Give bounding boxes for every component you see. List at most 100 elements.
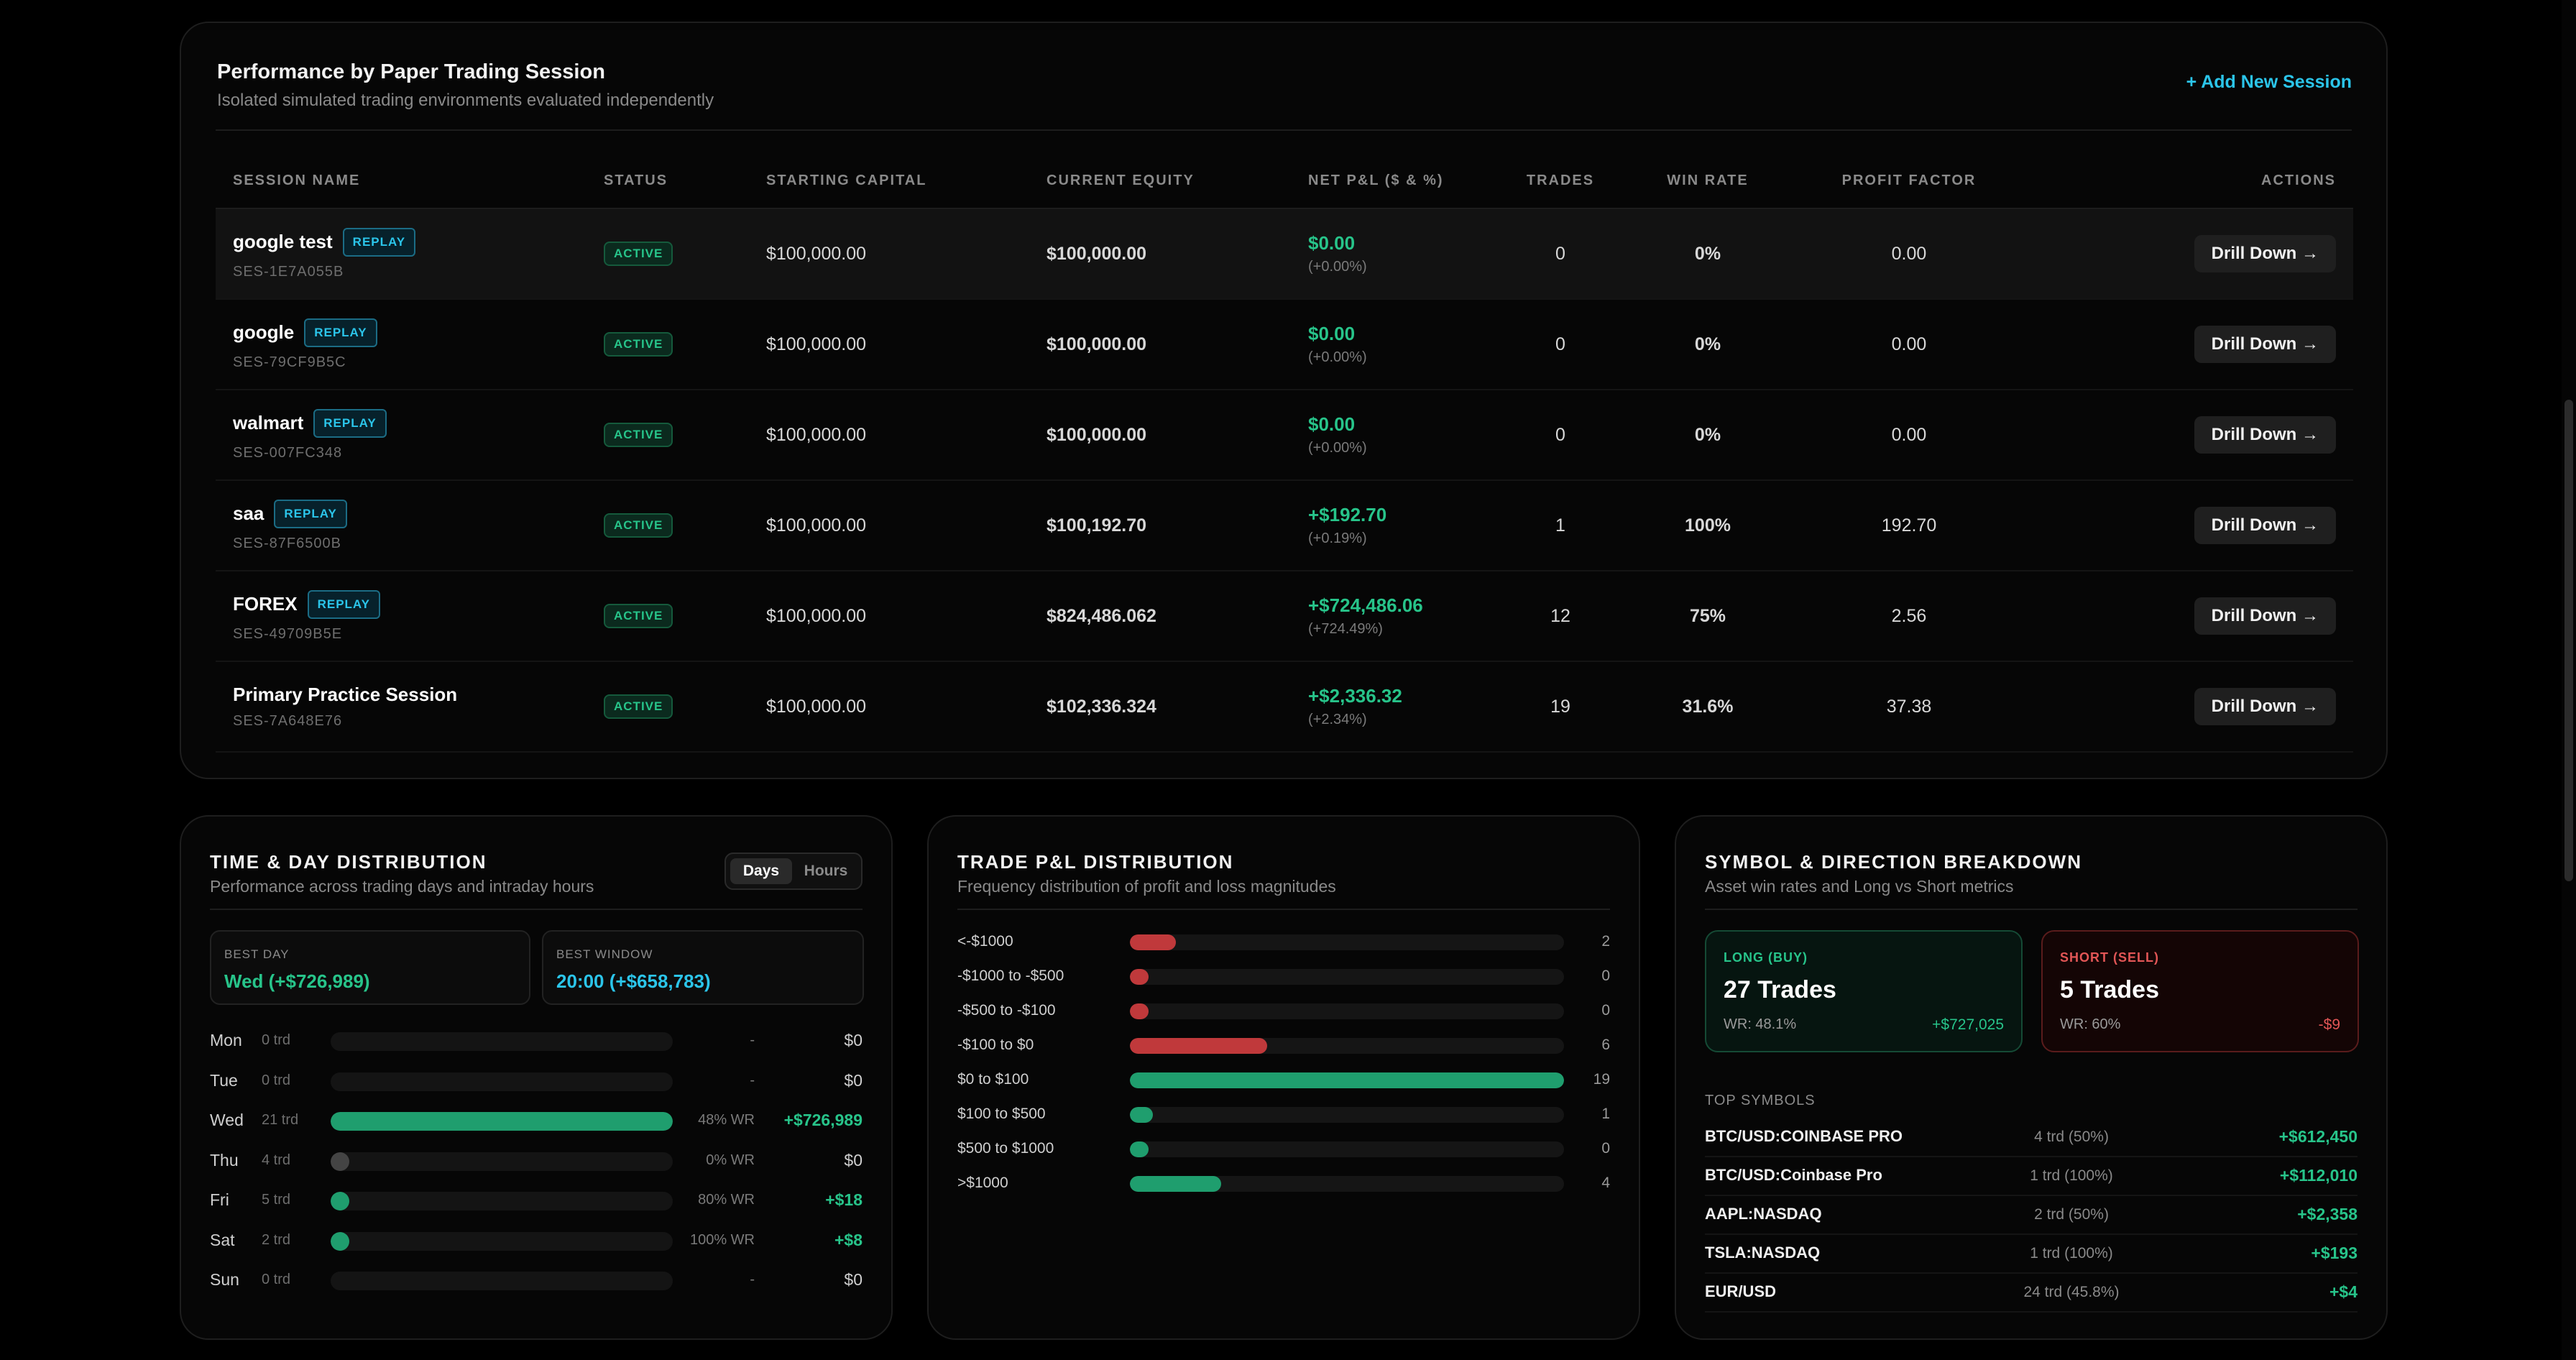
trades-count: 0 <box>1506 390 1614 481</box>
day-winrate: - <box>750 1272 755 1287</box>
session-name[interactable]: google test <box>233 231 333 252</box>
drill-down-button[interactable]: Drill Down → <box>2194 326 2336 363</box>
session-name[interactable]: google <box>233 321 295 343</box>
day-trades: 0 trd <box>262 1272 291 1287</box>
symbol-name: BTC/USD:Coinbase Pro <box>1705 1166 1882 1184</box>
day-pnl: $0 <box>844 1031 862 1049</box>
replay-badge[interactable]: REPLAY <box>313 408 387 438</box>
bucket-count: 2 <box>1601 933 1610 950</box>
session-name[interactable]: Primary Practice Session <box>233 684 458 705</box>
actions-cell: Drill Down → <box>2017 480 2353 571</box>
bucket-label: -$1000 to -$500 <box>957 968 1064 984</box>
symbol-row[interactable]: BTC/USD:COINBASE PRO 4 trd (50%) +$612,450 <box>1705 1118 2358 1157</box>
net-pnl-cell: +$192.70 (+0.19%) <box>1291 480 1506 571</box>
replay-badge[interactable]: REPLAY <box>307 589 380 619</box>
session-name-cell: google test REPLAY SES-1E7A055B <box>216 208 586 300</box>
symbol-direction-card: SYMBOL & DIRECTION BREAKDOWN Asset win r… <box>1675 815 2388 1340</box>
symbol-stats: 2 trd (50%) <box>2034 1206 2109 1223</box>
divider <box>210 909 862 910</box>
day-bar-fill <box>331 1231 349 1251</box>
scrollbar-thumb[interactable] <box>2564 400 2573 881</box>
trades-count: 12 <box>1506 571 1614 662</box>
bucket-count: 0 <box>1601 968 1610 984</box>
profit-factor: 0.00 <box>1801 390 2017 481</box>
net-pnl-percent: (+0.19%) <box>1308 530 1367 546</box>
current-equity: $100,000.00 <box>1029 208 1291 300</box>
symbol-name: TSLA:NASDAQ <box>1705 1244 1821 1262</box>
bucket-bar-fill <box>1130 1072 1564 1088</box>
profit-factor: 37.38 <box>1801 661 2017 753</box>
drill-down-button[interactable]: Drill Down → <box>2194 597 2336 635</box>
day-row: Mon 0 trd - $0 <box>210 1031 862 1052</box>
best-window-box: BEST WINDOW 20:00 (+$658,783) <box>542 930 864 1005</box>
drill-down-button[interactable]: Drill Down → <box>2194 507 2336 544</box>
col-header: CURRENT EQUITY <box>1029 167 1291 209</box>
symbol-row[interactable]: TSLA:NASDAQ 1 trd (100%) +$193 <box>1705 1235 2358 1274</box>
day-row: Sun 0 trd - $0 <box>210 1270 862 1292</box>
day-label: Sun <box>210 1270 239 1289</box>
day-pnl: +$726,989 <box>783 1111 862 1129</box>
day-winrate: 0% WR <box>706 1152 755 1168</box>
net-pnl: $0.00 <box>1308 323 1356 344</box>
day-bar-track <box>331 1072 673 1091</box>
day-label: Fri <box>210 1190 229 1209</box>
starting-capital: $100,000.00 <box>749 390 1029 481</box>
day-pnl: $0 <box>844 1150 862 1170</box>
best-window-value: 20:00 (+$658,783) <box>556 970 711 992</box>
session-name-cell: saa REPLAY SES-87F6500B <box>216 480 586 571</box>
time-day-title: TIME & DAY DISTRIBUTION <box>210 851 487 873</box>
session-name[interactable]: saa <box>233 502 264 524</box>
actions-cell: Drill Down → <box>2017 299 2353 390</box>
net-pnl: $0.00 <box>1308 413 1356 435</box>
drill-down-button[interactable]: Drill Down → <box>2194 235 2336 272</box>
day-bar-track <box>331 1152 673 1171</box>
symbol-row[interactable]: AAPL:NASDAQ 2 trd (50%) +$2,358 <box>1705 1196 2358 1235</box>
drill-down-button[interactable]: Drill Down → <box>2194 688 2336 725</box>
status-badge: ACTIVE <box>604 604 673 628</box>
drill-down-button[interactable]: Drill Down → <box>2194 416 2336 454</box>
replay-badge[interactable]: REPLAY <box>274 499 347 528</box>
day-pnl: $0 <box>844 1070 862 1090</box>
replay-badge[interactable]: REPLAY <box>342 227 416 257</box>
pnl-distribution-card: TRADE P&L DISTRIBUTION Frequency distrib… <box>927 815 1640 1340</box>
session-name[interactable]: walmart <box>233 412 304 433</box>
table-row: Primary Practice Session SES-7A648E76 ACTI… <box>216 661 2353 753</box>
net-pnl-cell: +$2,336.32 (+2.34%) <box>1291 661 1506 753</box>
symbol-subtitle: Asset win rates and Long vs Short metric… <box>1705 877 2014 896</box>
day-trades: 5 trd <box>262 1192 291 1208</box>
symbol-stats: 24 trd (45.8%) <box>2023 1284 2120 1300</box>
symbol-row[interactable]: BTC/USD:Coinbase Pro 1 trd (100%) +$112,01… <box>1705 1157 2358 1196</box>
page-scrollbar[interactable] <box>2562 0 2576 1360</box>
win-rate: 0% <box>1614 299 1801 390</box>
sessions-card: Performance by Paper Trading Session Iso… <box>180 22 2388 779</box>
replay-badge[interactable]: REPLAY <box>304 318 377 347</box>
toggle-days[interactable]: Days <box>730 858 792 884</box>
day-winrate: - <box>750 1072 755 1088</box>
symbol-name: EUR/USD <box>1705 1282 1777 1300</box>
pnl-dist-title: TRADE P&L DISTRIBUTION <box>957 851 1234 873</box>
net-pnl-percent: (+0.00%) <box>1308 440 1367 456</box>
bucket-count: 6 <box>1601 1037 1610 1053</box>
col-header: PROFIT FACTOR <box>1801 167 2017 209</box>
best-day-box: BEST DAY Wed (+$726,989) <box>210 930 530 1005</box>
bucket-bar-track <box>1130 1141 1564 1157</box>
time-day-subtitle: Performance across trading days and intr… <box>210 877 594 896</box>
day-bar-track <box>331 1192 673 1210</box>
day-label: Tue <box>210 1070 238 1090</box>
toggle-hours[interactable]: Hours <box>804 863 848 879</box>
day-winrate: 48% WR <box>698 1112 755 1128</box>
bucket-bar-track <box>1130 1176 1564 1192</box>
day-trades: 0 trd <box>262 1072 291 1088</box>
current-equity: $102,336.324 <box>1029 661 1291 753</box>
session-name[interactable]: FOREX <box>233 593 298 615</box>
pnl-dist-subtitle: Frequency distribution of profit and los… <box>957 877 1336 896</box>
status-badge: ACTIVE <box>604 513 673 538</box>
col-header: WIN RATE <box>1614 167 1801 209</box>
long-pnl: +$727,025 <box>1932 1016 2004 1033</box>
symbol-name: BTC/USD:COINBASE PRO <box>1705 1127 1903 1145</box>
status-badge: ACTIVE <box>604 332 673 357</box>
profit-factor: 2.56 <box>1801 571 2017 662</box>
day-trades: 4 trd <box>262 1152 291 1168</box>
add-session-button[interactable]: + Add New Session <box>2186 72 2352 92</box>
symbol-row[interactable]: EUR/USD 24 trd (45.8%) +$4 <box>1705 1274 2358 1313</box>
